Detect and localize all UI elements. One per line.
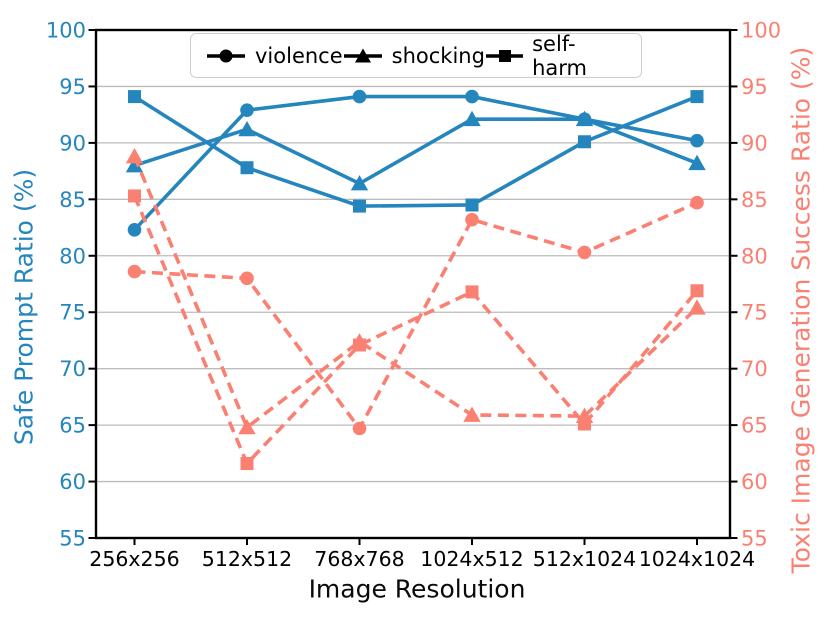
legend-square-marker-icon bbox=[485, 49, 524, 62]
legend-label: self-harm bbox=[532, 31, 587, 80]
plot-border bbox=[94, 28, 732, 540]
marker-square bbox=[353, 199, 366, 213]
legend-label: shocking bbox=[391, 43, 485, 68]
left-tick-label: 90 bbox=[59, 131, 86, 155]
marker-square bbox=[465, 285, 479, 299]
x-tick-label: 256x256 bbox=[89, 547, 179, 571]
marker-triangle bbox=[125, 157, 144, 173]
marker-triangle bbox=[463, 406, 481, 422]
x-tick-label: 768x768 bbox=[314, 547, 404, 571]
marker-triangle bbox=[238, 418, 256, 435]
marker-circle bbox=[352, 421, 367, 436]
marker-square bbox=[353, 338, 366, 352]
left-tick-label: 55 bbox=[59, 527, 86, 551]
left-tick-label: 100 bbox=[46, 19, 86, 43]
legend-item-violence: violence bbox=[206, 44, 343, 68]
legend-item-self-harm: self-harm bbox=[485, 32, 626, 80]
marker-triangle bbox=[125, 148, 144, 164]
marker-triangle bbox=[688, 154, 706, 171]
marker-circle bbox=[352, 89, 367, 104]
left-axis-title: Safe Prompt Ratio (%) bbox=[9, 168, 39, 446]
marker-square bbox=[578, 135, 591, 149]
right-tick-label: 95 bbox=[741, 75, 768, 99]
x-tick-label: 1024x1024 bbox=[639, 547, 755, 571]
legend-label: violence bbox=[255, 43, 343, 68]
marker-triangle bbox=[463, 110, 481, 127]
marker-circle bbox=[577, 245, 592, 260]
right-tick-label: 55 bbox=[741, 527, 768, 551]
marker-circle bbox=[240, 103, 254, 117]
marker-circle bbox=[127, 223, 142, 237]
right-tick-label: 90 bbox=[741, 131, 768, 155]
marker-square bbox=[128, 189, 141, 203]
x-axis-title: Image Resolution bbox=[308, 574, 526, 604]
left-tick-label: 75 bbox=[59, 301, 86, 325]
marker-square bbox=[690, 90, 704, 104]
right-tick-label: 70 bbox=[741, 357, 768, 381]
x-tick-label: 512x1024 bbox=[533, 547, 636, 571]
marker-circle bbox=[690, 195, 704, 210]
marker-circle bbox=[127, 264, 142, 279]
marker-square bbox=[465, 198, 479, 212]
marker-triangle bbox=[238, 120, 256, 137]
right-axis-title: Toxic Image Generation Success Ratio (%) bbox=[786, 46, 816, 574]
legend: violence shocking self-harm bbox=[190, 32, 642, 80]
legend-item-shocking: shocking bbox=[343, 44, 485, 68]
legend-triangle-marker-icon bbox=[343, 48, 382, 62]
right-tick-label: 85 bbox=[741, 188, 768, 212]
right-tick-label: 65 bbox=[741, 414, 768, 438]
left-tick-label: 70 bbox=[59, 357, 86, 381]
series-line-violence-right bbox=[134, 201, 698, 432]
legend-circle-marker-icon bbox=[207, 49, 245, 62]
marker-square bbox=[240, 161, 254, 175]
left-tick-label: 95 bbox=[59, 75, 86, 99]
left-tick-label: 65 bbox=[59, 414, 86, 438]
x-tick-label: 1024x512 bbox=[420, 547, 523, 571]
marker-square bbox=[578, 417, 591, 431]
marker-circle bbox=[465, 212, 479, 227]
right-tick-label: 80 bbox=[741, 244, 768, 268]
series-line-shocking-right bbox=[132, 155, 699, 431]
series-line-self-harm-left bbox=[133, 94, 698, 208]
left-tick-label: 60 bbox=[59, 470, 86, 494]
marker-square bbox=[128, 90, 141, 104]
x-tick-label: 512x512 bbox=[202, 547, 292, 571]
right-tick-label: 60 bbox=[741, 470, 768, 494]
right-tick-label: 100 bbox=[741, 19, 781, 43]
left-tick-label: 85 bbox=[59, 188, 86, 212]
marker-triangle bbox=[575, 110, 594, 127]
left-tick-label: 80 bbox=[59, 244, 86, 268]
marker-circle bbox=[240, 271, 254, 286]
right-tick-label: 75 bbox=[741, 301, 768, 325]
series-line-self-harm-right bbox=[132, 195, 699, 467]
series-line-shocking-left bbox=[133, 117, 698, 186]
marker-circle bbox=[690, 133, 704, 148]
series-line-violence-left bbox=[133, 94, 698, 232]
marker-square bbox=[690, 284, 704, 298]
marker-circle bbox=[465, 89, 479, 104]
marker-square bbox=[240, 456, 254, 470]
marker-triangle bbox=[350, 175, 369, 191]
marker-triangle bbox=[688, 299, 706, 315]
